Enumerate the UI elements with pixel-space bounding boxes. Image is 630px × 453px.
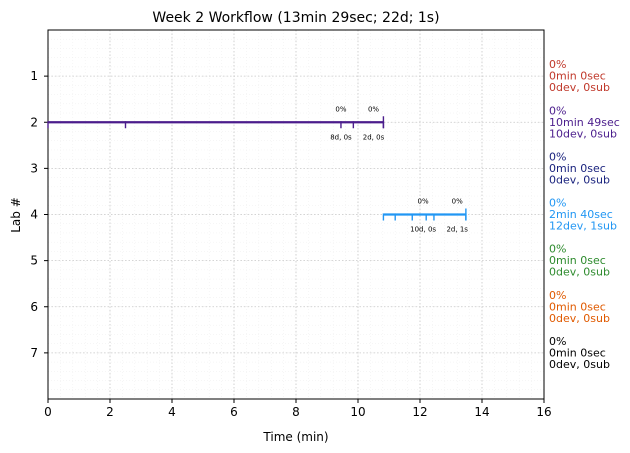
lab-summary-3-line-3: 0dev, 0sub: [549, 173, 610, 186]
annotation-percent: 0%: [335, 105, 346, 113]
annotation-percent: 0%: [452, 198, 463, 206]
y-axis: 1 2 3 4 5 6 7: [30, 69, 48, 360]
x-tick-label: 14: [474, 405, 489, 419]
grid: [47, 29, 545, 400]
lab-summary-5-line-1: 0%: [549, 243, 566, 256]
x-tick-label: 2: [106, 405, 114, 419]
lab-summary-2-line-3: 10dev, 0sub: [549, 127, 617, 140]
y-tick-label: 7: [30, 346, 38, 360]
lab-summary-2-line-2: 10min 49sec: [549, 116, 620, 129]
lab-summary-6-line-1: 0%: [549, 289, 566, 302]
y-axis-label: Lab #: [9, 197, 23, 233]
chart-title: Week 2 Workflow (13min 29sec; 22d; 1s): [152, 10, 439, 26]
lab-summary-4-line-2: 2min 40sec: [549, 208, 613, 221]
y-tick-label: 5: [30, 254, 38, 268]
x-axis: 0 2 4 6 8 10 12 14 16: [44, 399, 552, 419]
y-tick-label: 6: [30, 300, 38, 314]
y-tick-label: 1: [30, 69, 38, 83]
x-tick-label: 16: [536, 405, 551, 419]
series-layer: 0% 8d, 0s 0% 2d, 0s 0% 10d, 0s 0% 2d, 1s: [47, 105, 468, 234]
annotation-count: 10d, 0s: [410, 226, 436, 234]
lab-summary-5-line-2: 0min 0sec: [549, 254, 606, 267]
lab-summary-7-line-3: 0dev, 0sub: [549, 358, 610, 371]
lab-summary-1-line-1: 0%: [549, 58, 566, 71]
annotation-count: 2d, 0s: [363, 133, 385, 141]
lab-summary-1-line-3: 0dev, 0sub: [549, 81, 610, 94]
y-tick-label: 2: [30, 115, 38, 129]
x-axis-label: Time (min): [262, 430, 328, 444]
x-tick-label: 0: [44, 405, 52, 419]
annotation-count: 8d, 0s: [330, 133, 352, 141]
lab-summary-5-line-3: 0dev, 0sub: [549, 266, 610, 279]
x-tick-label: 12: [412, 405, 427, 419]
lab-summary-7-line-1: 0%: [549, 335, 566, 348]
lab-summary-3-line-1: 0%: [549, 150, 566, 163]
annotation-percent: 0%: [368, 105, 379, 113]
x-tick-label: 4: [168, 405, 176, 419]
x-tick-label: 6: [230, 405, 238, 419]
lab-summary-6-line-2: 0min 0sec: [549, 300, 606, 313]
x-tick-label: 10: [350, 405, 365, 419]
lab-summary-4-line-3: 12dev, 1sub: [549, 220, 617, 233]
lab-summary-4-line-1: 0%: [549, 197, 566, 210]
x-tick-label: 8: [292, 405, 300, 419]
y-tick-label: 4: [30, 208, 38, 222]
lab-summary-3-line-2: 0min 0sec: [549, 162, 606, 175]
y-tick-label: 3: [30, 161, 38, 175]
annotation-percent: 0%: [418, 198, 429, 206]
lab-summary-7-line-2: 0min 0sec: [549, 346, 606, 359]
lab-summary-2-line-1: 0%: [549, 104, 566, 117]
lab-summary-6-line-3: 0dev, 0sub: [549, 312, 610, 325]
annotation-count: 2d, 1s: [446, 226, 468, 234]
lab-summary-1-line-2: 0min 0sec: [549, 70, 606, 83]
